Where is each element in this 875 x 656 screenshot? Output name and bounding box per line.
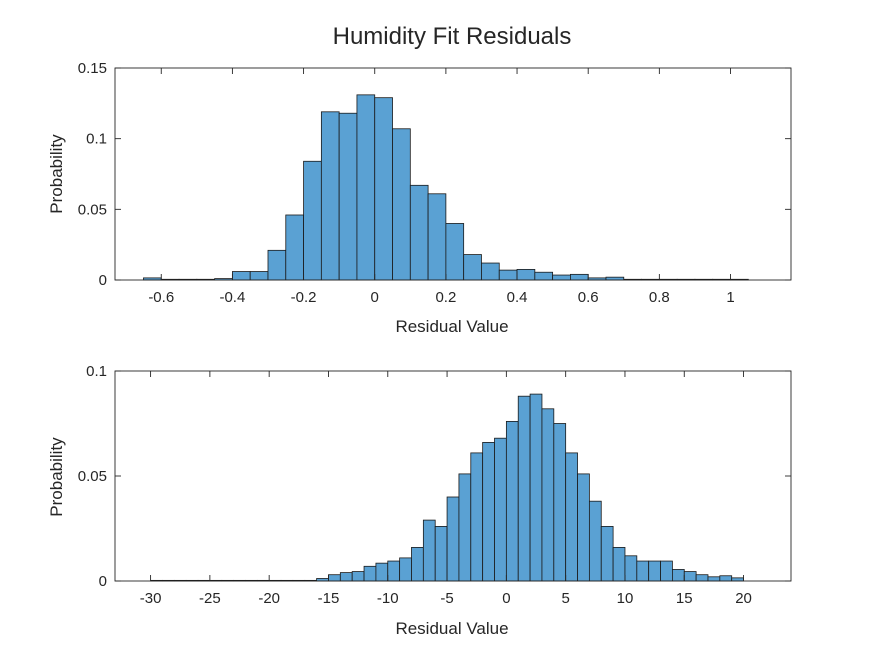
histogram-bar [731,577,744,582]
x-tick-label: 0.2 [435,289,456,306]
histogram-bar [249,271,269,281]
x-tick-label: -20 [258,590,280,607]
y-tick-label: 0.05 [78,468,107,485]
x-tick-label: 20 [735,590,752,607]
histogram-bar [320,111,340,281]
histogram-bar [517,395,531,582]
histogram-bar [232,271,251,281]
top-histogram-bars [143,94,749,281]
top-axes-box [114,67,792,281]
histogram-bar [458,473,472,582]
histogram-bar [612,547,626,582]
x-tick-label: -10 [377,590,399,607]
x-tick-label: 15 [676,590,693,607]
x-tick-label: 1 [726,289,734,306]
top-histogram-panel: Residual Value Probability -0.6 -0.4 -0.2 0… [47,60,792,336]
x-tick-label: 0.4 [507,289,528,306]
x-tick-label: -0.4 [219,289,245,306]
histogram-bar [570,273,589,281]
top-x-axis-label: Residual Value [395,317,508,336]
bottom-histogram-bars [150,393,744,582]
histogram-bar [534,271,554,281]
histogram-bar [363,565,377,582]
top-y-axis-label: Probability [47,134,66,214]
histogram-bar [588,500,602,582]
bottom-x-axis-label: Residual Value [395,619,508,638]
histogram-bar [481,262,500,281]
histogram-bar [422,519,436,582]
y-tick-label: 0 [99,573,107,590]
histogram-bar [434,526,448,582]
histogram-bar [505,420,519,582]
histogram-bar [624,555,638,582]
histogram-bar [577,473,590,582]
histogram-bar [409,184,429,281]
x-tick-label: 0 [502,590,510,607]
chart-title: Humidity Fit Residuals [333,23,572,50]
histogram-bar [392,128,411,281]
histogram-bar [375,562,389,582]
histogram-bar [351,571,365,582]
histogram-bar [498,269,518,281]
histogram-bar [565,452,578,582]
x-tick-label: -30 [140,590,162,607]
x-tick-label: 5 [561,590,569,607]
histogram-bar [374,97,393,281]
histogram-bar [648,560,661,582]
y-tick-label: 0 [99,272,107,289]
histogram-bar [399,557,412,582]
histogram-bar [328,574,341,582]
x-tick-label: 0 [371,289,379,306]
histogram-bar [636,560,650,582]
bottom-histogram-panel: Residual Value Probability -30 -25 -20 -15 -… [47,363,792,638]
histogram-bar [446,496,460,582]
histogram-bar [356,94,376,281]
y-tick-label: 0.1 [86,131,107,148]
y-tick-label: 0.05 [78,201,107,218]
x-tick-label: -5 [440,590,453,607]
histogram-bar [600,526,614,582]
histogram-bar [552,274,571,281]
histogram-bar [463,254,482,281]
histogram-bar [707,576,721,582]
y-tick-label: 0.1 [86,363,107,380]
histogram-bar [482,441,495,582]
histogram-bar [683,571,697,582]
histogram-bar [427,193,447,281]
x-tick-label: -0.2 [291,289,317,306]
histogram-bar [303,160,322,281]
histogram-bar [339,572,353,582]
histogram-bar [541,408,555,582]
histogram-bar [411,547,424,582]
histogram-bar [470,452,484,582]
x-tick-label: 0.6 [578,289,599,306]
histogram-bar [387,560,401,582]
histogram-bar [267,249,287,281]
histogram-bar [660,560,673,582]
histogram-bar [338,112,358,281]
histogram-bar [553,423,567,582]
histogram-bar [285,214,304,281]
histogram-bar [672,569,685,582]
histogram-bar [719,575,733,582]
histogram-bar [494,437,507,582]
x-tick-label: 0.8 [649,289,670,306]
histogram-bar [529,393,543,582]
y-tick-label: 0.15 [78,60,107,77]
bottom-y-axis-label: Probability [47,437,66,517]
x-tick-label: -0.6 [148,289,174,306]
histogram-bar [695,574,709,582]
histogram-bar [516,268,536,281]
x-tick-label: 10 [617,590,634,607]
x-tick-label: -25 [199,590,221,607]
histogram-bar [445,223,465,281]
x-tick-label: -15 [318,590,340,607]
